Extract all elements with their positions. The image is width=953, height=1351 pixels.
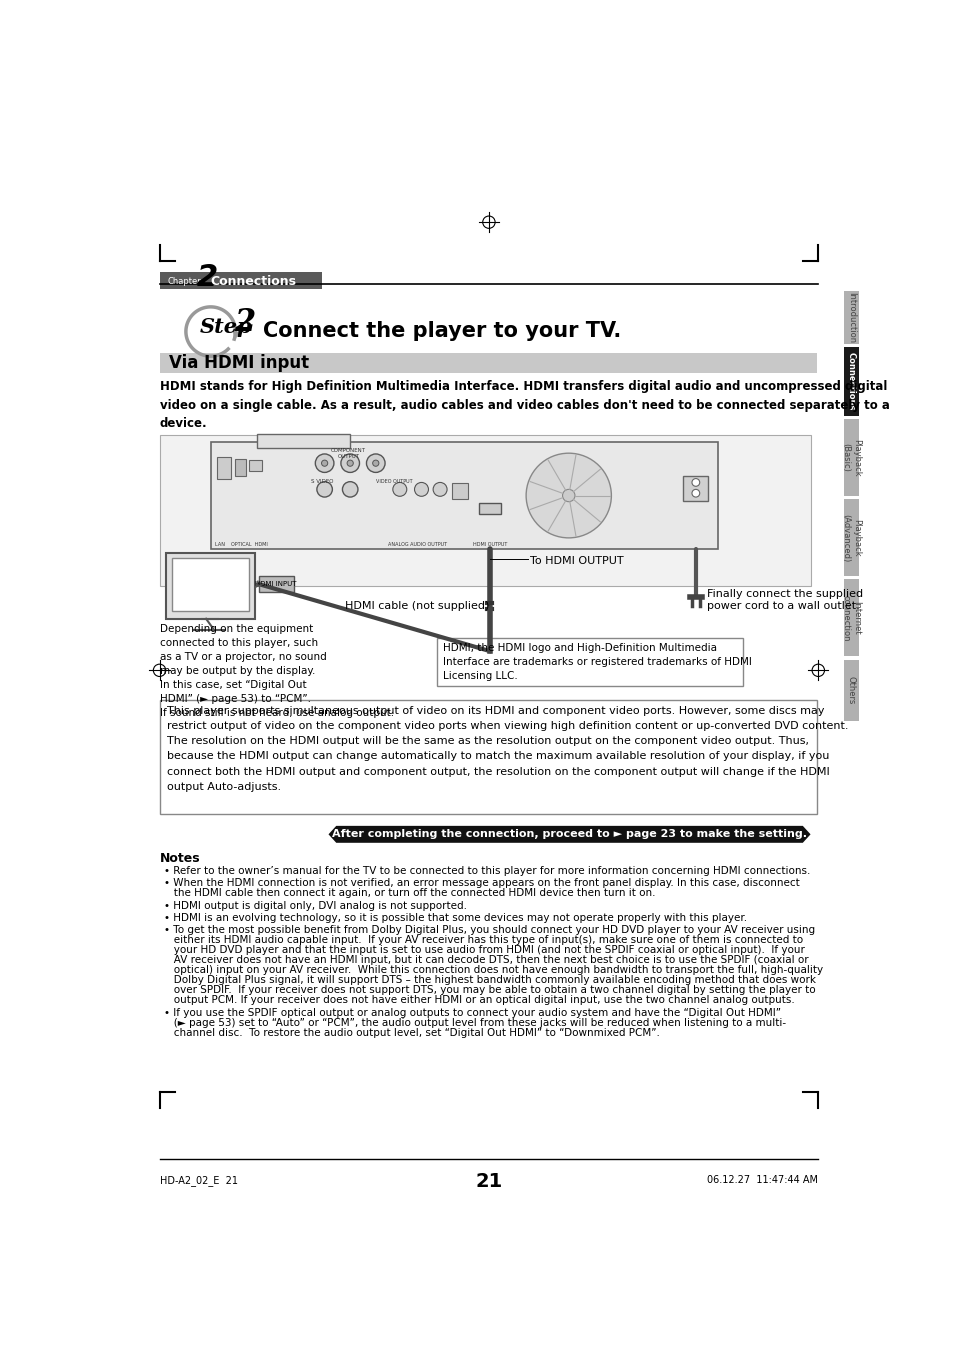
Text: S VIDEO: S VIDEO xyxy=(311,478,334,484)
Text: LAN    OPTICAL  HDMI: LAN OPTICAL HDMI xyxy=(215,542,268,547)
Bar xyxy=(436,638,742,686)
Text: Step: Step xyxy=(199,317,253,336)
Circle shape xyxy=(433,482,447,496)
Bar xyxy=(843,419,858,496)
Text: ANALOG AUDIO OUTPUT: ANALOG AUDIO OUTPUT xyxy=(388,542,447,547)
Bar xyxy=(159,435,810,585)
Text: Via HDMI input: Via HDMI input xyxy=(169,354,309,372)
Bar xyxy=(478,503,500,513)
Text: • HDMI is an evolving technology, so it is possible that some devices may not op: • HDMI is an evolving technology, so it … xyxy=(164,913,746,923)
Text: (► page 53) set to “Auto” or “PCM”, the audio output level from these jacks will: (► page 53) set to “Auto” or “PCM”, the … xyxy=(164,1017,785,1028)
Circle shape xyxy=(691,489,699,497)
Text: Depending on the equipment
connected to this player, such
as a TV or a projector: Depending on the equipment connected to … xyxy=(159,624,394,719)
Text: channel disc.  To restore the audio output level, set “Digital Out HDMI” to “Dow: channel disc. To restore the audio outpu… xyxy=(164,1028,659,1038)
Circle shape xyxy=(415,482,428,496)
Text: Others: Others xyxy=(846,676,855,704)
Bar xyxy=(843,580,858,657)
Bar xyxy=(249,461,261,471)
Bar xyxy=(166,554,254,619)
Text: • To get the most possible benefit from Dolby Digital Plus, you should connect y: • To get the most possible benefit from … xyxy=(164,925,815,935)
Text: To HDMI OUTPUT: To HDMI OUTPUT xyxy=(530,555,623,566)
Circle shape xyxy=(366,454,385,473)
Text: HDMI, the HDMI logo and High-Definition Multimedia
Interface are trademarks or r: HDMI, the HDMI logo and High-Definition … xyxy=(443,643,751,681)
Bar xyxy=(159,700,816,813)
Bar xyxy=(172,558,249,611)
Bar xyxy=(257,434,350,447)
Text: • HDMI output is digital only, DVI analog is not supported.: • HDMI output is digital only, DVI analo… xyxy=(164,901,467,911)
Text: HDMI stands for High Definition Multimedia Interface. HDMI transfers digital aud: HDMI stands for High Definition Multimed… xyxy=(159,380,888,430)
Bar xyxy=(159,273,322,289)
Circle shape xyxy=(342,482,357,497)
Bar xyxy=(258,577,294,592)
Text: HDMI OUTPUT: HDMI OUTPUT xyxy=(472,542,506,547)
Text: Dolby Digital Plus signal, it will support DTS – the highest bandwidth commonly : Dolby Digital Plus signal, it will suppo… xyxy=(164,975,816,985)
Text: • Refer to the owner’s manual for the TV to be connected to this player for more: • Refer to the owner’s manual for the TV… xyxy=(164,866,810,875)
Text: the HDMI cable then connect it again, or turn off the connected HDMI device then: the HDMI cable then connect it again, or… xyxy=(164,888,655,898)
Bar xyxy=(682,477,707,501)
Text: optical) input on your AV receiver.  While this connection does not have enough : optical) input on your AV receiver. Whil… xyxy=(164,965,822,975)
Circle shape xyxy=(691,478,699,486)
Text: Playback
(Advanced): Playback (Advanced) xyxy=(841,513,860,562)
Circle shape xyxy=(347,461,353,466)
Text: Finally connect the supplied
power cord to a wall outlet.: Finally connect the supplied power cord … xyxy=(707,589,862,611)
Text: VIDEO OUTPUT: VIDEO OUTPUT xyxy=(375,478,413,484)
Text: Connect the player to your TV.: Connect the player to your TV. xyxy=(262,320,620,340)
Text: After completing the connection, proceed to ► page 23 to make the setting.: After completing the connection, proceed… xyxy=(332,830,806,839)
Text: • If you use the SPDIF optical output or analog outputs to connect your audio sy: • If you use the SPDIF optical output or… xyxy=(164,1008,781,1017)
Text: 06.12.27  11:47:44 AM: 06.12.27 11:47:44 AM xyxy=(706,1174,818,1185)
Text: Introduction: Introduction xyxy=(846,292,855,343)
Text: HDMI INPUT: HDMI INPUT xyxy=(254,581,296,588)
Circle shape xyxy=(340,454,359,473)
Bar xyxy=(159,353,816,373)
Circle shape xyxy=(321,461,328,466)
Bar xyxy=(843,347,858,416)
Text: HDMI cable (not supplied): HDMI cable (not supplied) xyxy=(345,601,489,611)
Circle shape xyxy=(393,482,406,496)
Text: over SPDIF.  If your receiver does not support DTS, you may be able to obtain a : over SPDIF. If your receiver does not su… xyxy=(164,985,815,996)
Text: • When the HDMI connection is not verified, an error message appears on the fron: • When the HDMI connection is not verifi… xyxy=(164,878,800,888)
Text: 2: 2 xyxy=(196,263,218,292)
Text: Chapter: Chapter xyxy=(167,277,201,286)
Text: output PCM. If your receiver does not have either HDMI or an optical digital inp: output PCM. If your receiver does not ha… xyxy=(164,996,794,1005)
Bar xyxy=(216,457,231,478)
Text: HD-A2_02_E  21: HD-A2_02_E 21 xyxy=(159,1174,237,1186)
Text: Internet
connection: Internet connection xyxy=(841,594,860,642)
Bar xyxy=(452,484,468,499)
Text: Notes: Notes xyxy=(159,852,200,865)
Text: Connections: Connections xyxy=(211,276,296,288)
Bar xyxy=(843,500,858,577)
Text: Connections: Connections xyxy=(846,353,855,411)
Bar xyxy=(843,659,858,721)
Bar xyxy=(843,292,858,345)
Text: 2: 2 xyxy=(233,307,255,338)
Bar xyxy=(235,458,246,476)
Text: AV receiver does not have an HDMI input, but it can decode DTS, then the next be: AV receiver does not have an HDMI input,… xyxy=(164,955,808,965)
Text: Playback
(Basic): Playback (Basic) xyxy=(841,439,860,477)
Text: 21: 21 xyxy=(475,1173,502,1192)
Circle shape xyxy=(316,482,332,497)
Text: either its HDMI audio capable input.  If your AV receiver has this type of input: either its HDMI audio capable input. If … xyxy=(164,935,802,946)
Circle shape xyxy=(562,489,575,501)
Bar xyxy=(211,442,718,550)
Circle shape xyxy=(315,454,334,473)
Text: This player supports simultaneous output of video on its HDMI and component vide: This player supports simultaneous output… xyxy=(167,705,848,792)
Polygon shape xyxy=(328,825,810,843)
Circle shape xyxy=(373,461,378,466)
Text: your HD DVD player and that the input is set to use audio from HDMI (and not the: your HD DVD player and that the input is… xyxy=(164,946,804,955)
Circle shape xyxy=(525,453,611,538)
Text: COMPONENT
OUTPUT: COMPONENT OUTPUT xyxy=(331,447,366,458)
